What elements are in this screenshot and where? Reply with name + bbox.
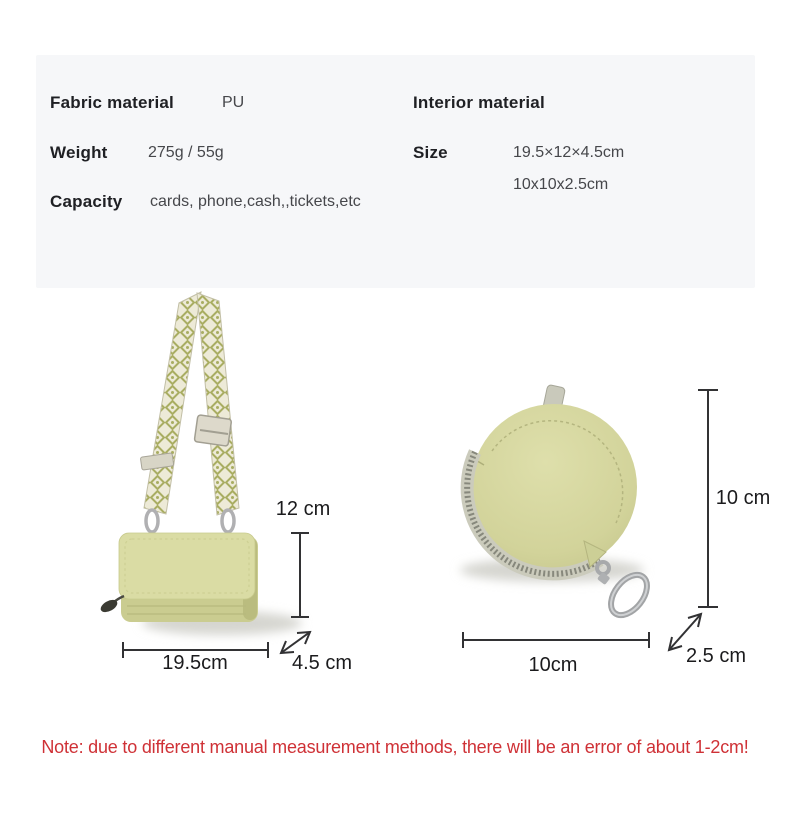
purse-stitching bbox=[491, 419, 624, 524]
swivel-clasp bbox=[583, 540, 650, 619]
strap-snap-hooks bbox=[144, 508, 236, 534]
bag-depth-label: 4.5 cm bbox=[291, 652, 353, 674]
purse-width-label: 10cm bbox=[528, 654, 578, 676]
bag-dimension-lines bbox=[122, 532, 312, 658]
purse-depth-label: 2.5 cm bbox=[685, 645, 747, 667]
bag-width-label: 19.5cm bbox=[162, 652, 228, 674]
patterned-strap bbox=[140, 291, 240, 516]
weight-value: 275g / 55g bbox=[148, 144, 224, 161]
capacity-value: cards, phone,cash,,tickets,etc bbox=[150, 193, 361, 210]
strap-slider-buckle bbox=[193, 414, 233, 447]
bag-flap bbox=[118, 532, 256, 600]
strap-keeper bbox=[140, 452, 175, 471]
fabric-material-label: Fabric material bbox=[50, 93, 174, 112]
product-figure bbox=[0, 280, 790, 720]
purse-dimension-lines bbox=[462, 389, 718, 652]
spec-panel: Fabric material PU Interior material Wei… bbox=[36, 55, 755, 288]
size-value-line1: 19.5×12×4.5cm bbox=[513, 144, 625, 161]
bag-body bbox=[100, 532, 258, 622]
flap-stitching bbox=[124, 538, 250, 594]
purse-zipper bbox=[460, 449, 604, 581]
coin-purse-photo bbox=[460, 384, 650, 619]
bag-height-label: 12 cm bbox=[275, 498, 331, 520]
interior-material-label: Interior material bbox=[413, 93, 545, 112]
measurement-note: Note: due to different manual measuremen… bbox=[41, 737, 749, 757]
size-label: Size bbox=[413, 143, 448, 162]
purse-height-label: 10 cm bbox=[715, 487, 771, 509]
product-illustration bbox=[100, 291, 718, 658]
fabric-material-value: PU bbox=[222, 94, 245, 111]
zipper-pull bbox=[100, 594, 125, 613]
purse-body bbox=[471, 404, 637, 570]
capacity-label: Capacity bbox=[50, 192, 123, 211]
weight-label: Weight bbox=[50, 143, 108, 162]
size-value-line2: 10x10x2.5cm bbox=[513, 176, 609, 193]
crossbody-bag-photo bbox=[100, 291, 302, 635]
